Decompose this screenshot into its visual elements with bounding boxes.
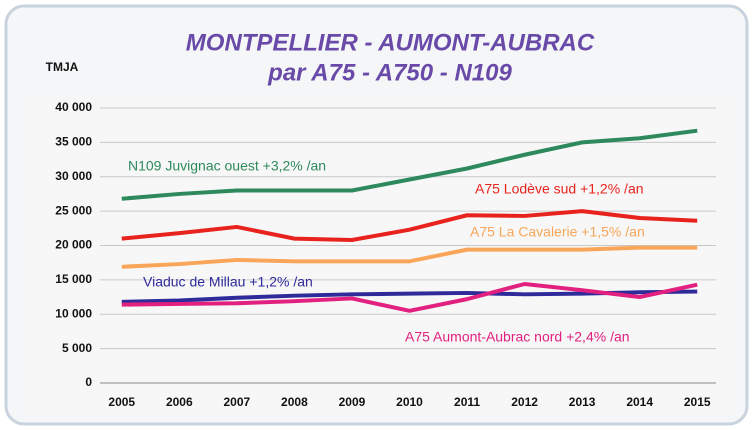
y-tick-label: 40 000	[55, 100, 92, 114]
y-tick-label: 10 000	[55, 306, 92, 320]
y-tick-label: 25 000	[55, 203, 92, 217]
y-tick-label: 20 000	[55, 238, 92, 252]
y-tick-label: 5 000	[62, 341, 92, 355]
y-tick-label: 15 000	[55, 272, 92, 286]
x-tick-label: 2006	[166, 395, 193, 409]
series-annotation: A75 La Cavalerie +1,5% /an	[470, 224, 645, 240]
x-tick-label: 2005	[108, 395, 135, 409]
series-annotation: A75 Lodève sud +1,2% /an	[475, 181, 644, 197]
x-tick-label: 2012	[511, 395, 538, 409]
y-tick-label: 35 000	[55, 135, 92, 149]
plot-background	[22, 100, 734, 412]
series-line	[121, 282, 698, 313]
series-annotation: A75 Aumont-Aubrac nord +2,4% /an	[405, 329, 630, 345]
y-axis-label: TMJA	[46, 60, 79, 74]
x-tick-label: 2011	[454, 395, 480, 409]
y-tick-label: 0	[85, 375, 92, 389]
series-line	[121, 245, 698, 269]
x-tick-label: 2014	[626, 395, 653, 409]
chart-title: MONTPELLIER - AUMONT-AUBRAC	[186, 29, 595, 56]
x-tick-label: 2009	[339, 395, 366, 409]
series-annotation: N109 Juvignac ouest +3,2% /an	[128, 158, 326, 174]
x-tick-label: 2010	[396, 395, 423, 409]
x-tick-label: 2008	[281, 395, 308, 409]
series-line	[121, 128, 698, 201]
x-tick-label: 2013	[569, 395, 596, 409]
x-tick-label: 2015	[684, 395, 711, 409]
series-annotation: Viaduc de Millau +1,2% /an	[143, 274, 313, 290]
y-tick-label: 30 000	[55, 169, 92, 183]
x-tick-label: 2007	[224, 395, 251, 409]
series-line	[121, 209, 698, 242]
chart-subtitle: par A75 - A750 - N109	[267, 59, 512, 86]
